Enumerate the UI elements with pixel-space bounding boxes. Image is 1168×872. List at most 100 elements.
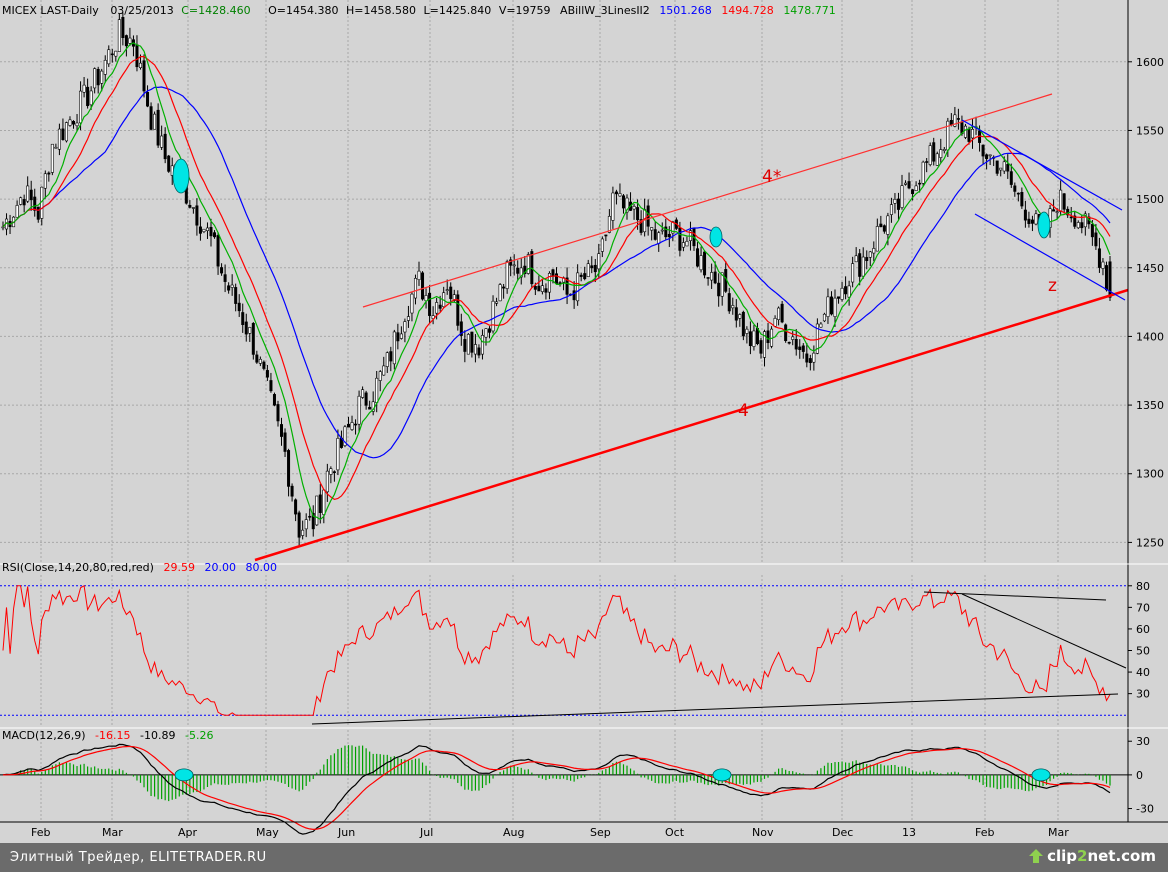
candle-body: [248, 327, 252, 334]
candle-body: [421, 272, 425, 300]
candle-body: [544, 288, 548, 293]
ma-line: [2, 56, 1111, 501]
candle-body: [537, 285, 541, 292]
candle-body: [382, 365, 386, 376]
upper-channel-line: [362, 93, 1053, 308]
candle-body: [124, 35, 128, 47]
macd-value: -16.15: [95, 729, 130, 742]
candle-body: [227, 285, 231, 291]
candle-body: [731, 305, 735, 309]
candle-body: [667, 233, 671, 238]
candle-body: [43, 173, 47, 189]
candle-body: [304, 519, 308, 530]
candle-body: [378, 371, 382, 381]
axes: Feb Mar Apr May Jun Jul Aug Sep Oct Nov Dec 13 Feb Ma…: [0, 0, 1168, 839]
candle-body: [403, 321, 407, 333]
date-label: 03/25/2013: [110, 4, 173, 17]
candle-body: [364, 392, 368, 406]
candle-body: [50, 143, 54, 173]
candle-body: [777, 307, 781, 320]
candle-body: [572, 290, 576, 301]
candle-body: [829, 296, 833, 315]
rsi-lower-level: 20.00: [204, 561, 236, 574]
candle-body: [921, 161, 925, 184]
falling-channel-bottom: [974, 213, 1126, 301]
signal-marker: [172, 158, 190, 194]
candle-body: [963, 125, 967, 138]
candle-body: [1030, 219, 1034, 224]
candle-body: [812, 352, 816, 363]
candle-body: [392, 331, 396, 365]
candle-body: [918, 182, 922, 185]
volume-label: V=19759: [499, 4, 551, 17]
candle-body: [61, 128, 65, 140]
macd-cross-marker: [174, 768, 194, 782]
candle-body: [466, 334, 470, 355]
x-tick-label: Mar: [102, 826, 123, 839]
candle-body: [611, 192, 615, 221]
candle-body: [287, 450, 291, 487]
rsi-falling-line: [961, 593, 1127, 669]
candle-body: [1108, 261, 1112, 298]
candle-body: [505, 261, 509, 289]
candle-body: [502, 286, 506, 289]
candle-body: [375, 377, 379, 403]
candle-body: [315, 495, 319, 526]
candle-body: [911, 189, 915, 195]
falling-channel-top: [961, 119, 1123, 211]
high-label: H=1458.580: [346, 4, 416, 17]
candle-body: [554, 273, 558, 284]
rsi-tick-label: 40: [1136, 666, 1150, 679]
candle-body: [424, 295, 428, 302]
candle-body: [547, 273, 551, 293]
candle-body: [431, 315, 435, 319]
x-tick-label: Jul: [419, 826, 433, 839]
candle-body: [54, 146, 58, 149]
candle-body: [1016, 192, 1020, 195]
candle-body: [660, 229, 664, 232]
candle-body: [93, 68, 97, 89]
candle-body: [195, 205, 199, 226]
candle-body: [1, 226, 5, 229]
chart: Feb Mar Apr May Jun Jul Aug Sep Oct Nov Dec 13 Feb Ma…: [0, 0, 1168, 839]
candle-body: [188, 204, 192, 208]
candle-body: [1023, 209, 1027, 221]
candle-body: [438, 304, 442, 309]
candle-body: [350, 422, 354, 430]
candle-body: [361, 389, 365, 398]
candle-body: [1006, 164, 1010, 172]
candle-body: [290, 485, 294, 497]
candle-body: [981, 144, 985, 157]
candle-body: [1052, 209, 1056, 212]
candle-body: [861, 256, 865, 277]
candle-body: [241, 312, 245, 325]
candle-body: [1083, 213, 1087, 228]
candle-body: [748, 331, 752, 347]
candle-body: [928, 145, 932, 165]
candle-body: [89, 90, 93, 106]
candle-body: [900, 185, 904, 208]
macd-signal-value: -10.89: [140, 729, 175, 742]
price-tick-label: 1300: [1136, 468, 1164, 481]
candle-body: [625, 197, 629, 213]
candle-body: [967, 128, 971, 142]
candle-body: [805, 353, 809, 363]
candle-body: [710, 272, 714, 281]
grid: [0, 0, 1128, 822]
candle-body: [57, 128, 61, 150]
candle-body: [1009, 171, 1013, 185]
candle-body: [258, 358, 262, 364]
candle-body: [1076, 222, 1080, 229]
candle-body: [819, 323, 823, 328]
candle-body: [385, 352, 389, 367]
candle-body: [234, 287, 238, 304]
candle-body: [332, 471, 336, 473]
candle-body: [907, 181, 911, 189]
candle-body: [632, 206, 636, 210]
candle-body: [935, 153, 939, 166]
candle-body: [847, 285, 851, 298]
signal-marker: [1037, 211, 1051, 239]
candle-body: [583, 273, 587, 280]
candle-body: [791, 336, 795, 340]
x-tick-label: Oct: [665, 826, 685, 839]
